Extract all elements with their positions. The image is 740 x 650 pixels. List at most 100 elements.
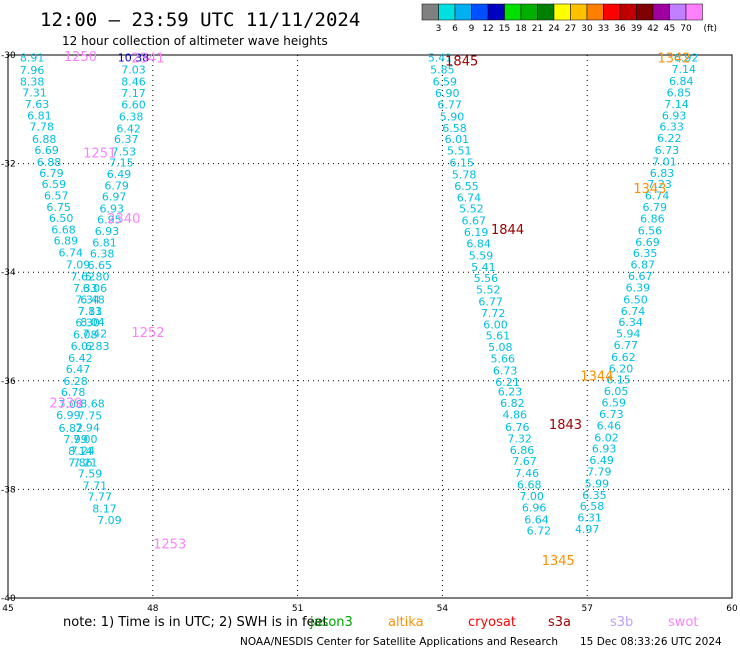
y-tick-label: -32 — [1, 160, 16, 170]
data-point-swot: 6.42 — [68, 352, 93, 365]
data-point-swot: 7.00 — [73, 433, 98, 446]
data-point-s3a: 6.84 — [466, 237, 491, 250]
colorbar-tick-label: 30 — [581, 24, 593, 34]
data-point-s3a: 5.56 — [474, 272, 499, 285]
data-point-swot: 6.42 — [116, 122, 141, 135]
time-label: 1250 — [64, 50, 97, 65]
data-point-s3a: 6.23 — [498, 386, 523, 399]
data-point-swot: 6.50 — [49, 212, 74, 225]
data-point-altika: 6.35 — [633, 247, 658, 260]
data-point-swot: 6.38 — [119, 110, 144, 123]
colorbar-swatch — [421, 3, 439, 21]
data-point-swot: 6.49 — [107, 168, 132, 181]
data-point-s3a: 6.96 — [522, 501, 547, 514]
data-point-altika: 6.86 — [640, 212, 665, 225]
data-point-s3a: 4.86 — [503, 408, 528, 421]
plot-frame — [7, 54, 733, 599]
data-point-s3a: 7.46 — [515, 467, 540, 480]
data-point-altika: 4.97 — [575, 523, 600, 536]
data-point-swot: 6.78 — [61, 386, 86, 399]
data-point-swot: 6.89 — [54, 235, 79, 248]
data-point-s3a: 6.77 — [437, 98, 462, 111]
data-point-swot: 6.83 — [85, 340, 110, 353]
data-point-swot: 7.71 — [83, 480, 108, 493]
data-point-swot: 6.02 — [71, 340, 96, 353]
colorbar-swatch — [520, 3, 538, 21]
data-point-altika: 6.39 — [626, 281, 651, 294]
data-point-s3a: 6.86 — [510, 444, 535, 457]
data-point-swot: 6.93 — [100, 203, 125, 216]
data-point-s3a: 5.52 — [459, 203, 484, 216]
data-point-swot: 6.59 — [42, 178, 67, 191]
satellite-legend-altika: altika — [388, 615, 424, 630]
colorbar-swatch — [570, 3, 588, 21]
data-point-swot: 6.47 — [66, 363, 91, 376]
data-point-s3a: 7.67 — [512, 455, 537, 468]
data-point-altika: 6.74 — [621, 305, 646, 318]
data-point-altika: 6.56 — [638, 224, 663, 237]
data-point-s3a: 6.67 — [462, 215, 487, 228]
data-point-altika: 6.02 — [594, 431, 619, 444]
data-point-swot: 7.99 — [63, 433, 88, 446]
data-point-s3a: 5.08 — [488, 341, 513, 354]
x-tick-label: 57 — [581, 604, 592, 614]
data-point-s3a: 6.76 — [505, 421, 530, 434]
data-point-altika: 6.31 — [577, 512, 602, 525]
data-point-swot: 8.38 — [20, 76, 45, 89]
y-tick-label: -38 — [1, 485, 16, 495]
time-label: 1253 — [153, 538, 186, 553]
colorbar-tick-label: 42 — [647, 24, 658, 34]
time-label: 2340 — [107, 212, 140, 227]
data-point-swot: 6.08 — [73, 329, 98, 342]
data-point-altika: 7.14 — [664, 98, 689, 111]
data-point-s3a: 7.00 — [519, 490, 544, 503]
colorbar-tick-label: 6 — [452, 24, 458, 34]
time-label: 1344 — [580, 369, 613, 384]
data-point-s3a: 5.78 — [452, 168, 477, 181]
time-label: 1345 — [542, 554, 575, 569]
data-point-swot: 7.94 — [75, 421, 100, 434]
data-point-altika: 6.62 — [611, 351, 636, 364]
time-label: 2341 — [131, 52, 164, 67]
data-point-swot: 7.31 — [22, 86, 47, 99]
data-point-altika: 7.79 — [587, 465, 612, 478]
colorbar-tick-label: 24 — [548, 24, 560, 34]
data-point-altika: 6.87 — [630, 259, 655, 272]
data-point-swot: 6.38 — [90, 248, 115, 261]
data-point-altika: 6.15 — [606, 374, 631, 387]
data-point-swot: 6.82 — [58, 422, 83, 435]
data-point-altika: 6.50 — [623, 293, 648, 306]
data-point-swot: 6.99 — [56, 409, 81, 422]
data-point-swot: 8.91 — [20, 52, 45, 65]
satellite-legend-cryosat: cryosat — [468, 615, 516, 630]
colorbar-swatch — [438, 3, 456, 21]
data-point-altika: 6.20 — [609, 362, 634, 375]
data-point-altika: 6.77 — [614, 339, 639, 352]
colorbar-tick-label: 21 — [532, 24, 543, 34]
colorbar-swatch — [487, 3, 505, 21]
data-point-s3a: 7.32 — [507, 432, 532, 445]
data-point-swot: 6.57 — [44, 190, 69, 203]
data-point-swot: 7.21 — [73, 456, 98, 469]
data-point-swot: 8.17 — [92, 502, 117, 515]
data-point-swot: 6.68 — [51, 223, 76, 236]
colorbar-tick-label: 45 — [664, 24, 675, 34]
data-point-swot: 7.09 — [66, 259, 91, 272]
data-point-s3a: 5.41 — [471, 261, 496, 274]
data-point-s3a: 6.73 — [493, 364, 518, 377]
time-label: 1342 — [658, 52, 691, 67]
time-label: 1844 — [491, 223, 524, 238]
data-points: 8.917.968.387.317.636.817.786.886.696.88… — [20, 52, 699, 538]
satellite-legend-jason3: jason3 — [309, 615, 353, 630]
y-tick-label: -36 — [1, 377, 16, 387]
data-point-swot: 6.79 — [104, 179, 129, 192]
data-point-altika: 5.99 — [585, 477, 610, 490]
data-point-s3a: 7.72 — [481, 307, 506, 320]
data-point-altika: 7.01 — [652, 155, 677, 168]
data-point-swot: 7.78 — [30, 121, 55, 134]
chart-subtitle: 12 hour collection of altimeter wave hei… — [62, 34, 328, 48]
plot-area: 45 48 51 54 57 60-30-32-34-36-38-40 8.917.968… — [1, 50, 738, 614]
colorbar-tick-label: 12 — [482, 24, 493, 34]
data-point-altika: 6.93 — [592, 443, 617, 456]
